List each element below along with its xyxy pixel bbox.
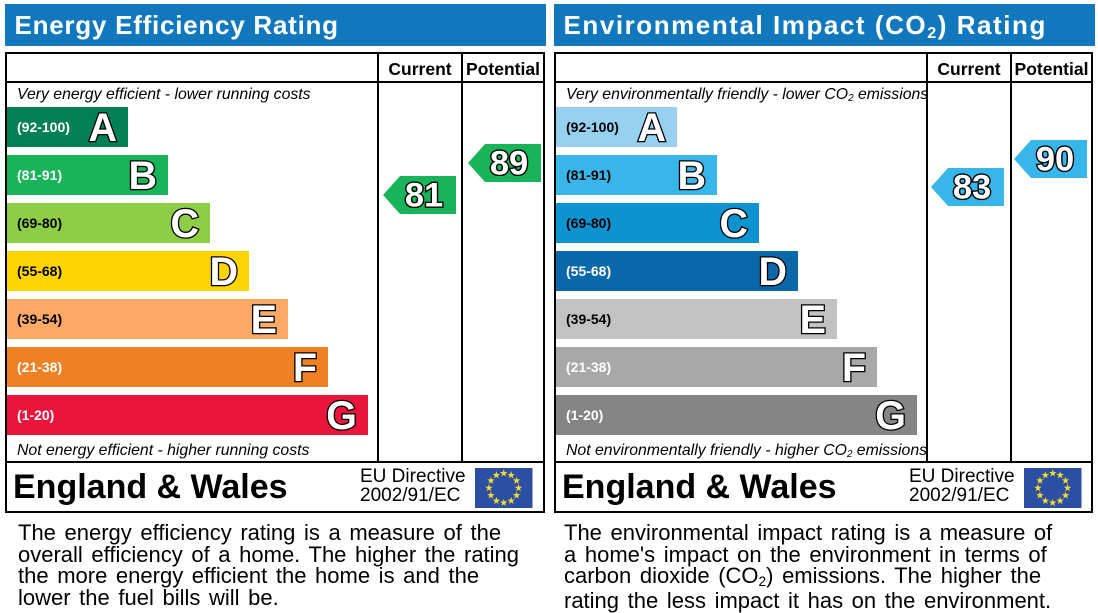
svg-text:B: B — [677, 155, 706, 195]
svg-text:G: G — [326, 395, 357, 435]
svg-text:F: F — [842, 347, 866, 387]
svg-text:D: D — [758, 251, 787, 291]
svg-text:81: 81 — [405, 177, 443, 215]
svg-text:83: 83 — [952, 169, 990, 207]
svg-text:F: F — [293, 347, 317, 387]
svg-text:A: A — [637, 107, 666, 147]
svg-text:89: 89 — [489, 145, 527, 183]
svg-text:G: G — [875, 395, 906, 435]
svg-text:E: E — [800, 299, 826, 339]
svg-text:A: A — [88, 107, 117, 147]
svg-text:E: E — [251, 299, 277, 339]
svg-text:90: 90 — [1036, 141, 1074, 179]
svg-text:B: B — [128, 155, 157, 195]
svg-text:C: C — [170, 203, 199, 243]
svg-text:D: D — [209, 251, 238, 291]
svg-text:C: C — [719, 203, 748, 243]
